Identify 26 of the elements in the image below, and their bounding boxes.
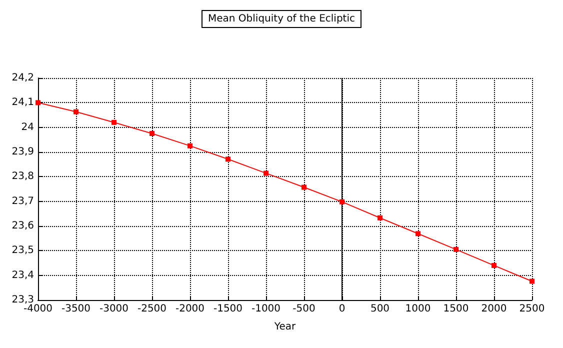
x-tick-label: 0 [338, 304, 346, 314]
chart-title: Mean Obliquity of the Ecliptic [208, 14, 356, 24]
y-tick-label: 24,1 [12, 97, 34, 108]
x-tick-label: -1000 [251, 304, 281, 314]
x-tick-label: -1500 [213, 304, 243, 314]
x-tick-label: -500 [292, 304, 316, 314]
y-tick-label: 24 [21, 122, 34, 133]
y-tick-label: 23,9 [12, 146, 34, 158]
y-tick-label: 23,4 [12, 270, 34, 281]
y-tick-label: 23,7 [12, 196, 34, 207]
y-tick-label: 23,6 [12, 220, 34, 232]
x-tick-label: 500 [370, 304, 390, 314]
x-tick-label: 2500 [519, 304, 545, 314]
y-tick-label: 23,8 [12, 171, 34, 182]
x-tick-label: 1000 [405, 304, 431, 314]
y-tick-label: 24,2 [12, 72, 34, 84]
y-tick-label: 23,5 [12, 245, 34, 256]
x-tick-label: 1500 [443, 304, 469, 314]
x-tick-label: -2500 [137, 304, 167, 314]
x-tick-label: -3000 [99, 304, 129, 314]
x-axis-title: Year [273, 322, 296, 332]
x-tick-label: 2000 [481, 304, 507, 314]
y-tick-label: 23,3 [12, 294, 34, 306]
x-tick-label: -4000 [23, 304, 53, 314]
x-tick-label: -2000 [175, 304, 205, 314]
x-tick-label: -3500 [61, 304, 91, 314]
